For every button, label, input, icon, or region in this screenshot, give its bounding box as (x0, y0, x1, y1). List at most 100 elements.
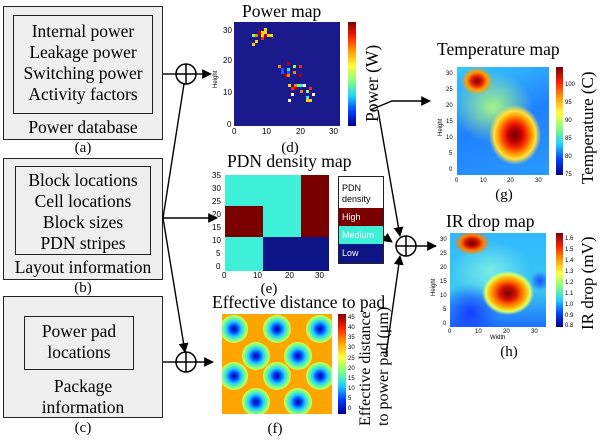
package-caption-line: Package (53, 376, 113, 396)
ir-map-title: IR drop map (446, 211, 535, 231)
power-hotspot-cell (261, 34, 264, 37)
y-tick: 30 (446, 71, 453, 77)
x-tick: 10 (253, 271, 262, 280)
y-tick: 20 (440, 265, 447, 271)
ir-map-xlabel: Width (490, 335, 506, 341)
power-hotspot-cell (258, 31, 261, 34)
y-tick: 15 (440, 279, 447, 285)
y-tick: 30 (212, 184, 221, 193)
y-tick: 5 (216, 249, 221, 258)
power-map-plot (234, 22, 340, 126)
package-caption-line: information (41, 397, 125, 417)
distance-colorbar-label: Effective distance (357, 311, 374, 426)
ir-colorbar-label: IR drop (mV) (578, 236, 597, 330)
colorbar-tick: 100 (565, 82, 576, 88)
distance-map-plot (222, 314, 332, 414)
colorbar-tick: 1.5 (565, 247, 574, 253)
pdn-region-low (263, 237, 329, 271)
power-hotspot-cell (293, 71, 296, 74)
x-tick: 30 (315, 271, 324, 280)
y-tick: 30 (223, 26, 232, 35)
power-database-caption: Power database (28, 117, 138, 137)
y-tick: 15 (212, 223, 221, 232)
power-hotspot-cell (287, 68, 290, 71)
y-tick: 10 (212, 236, 221, 245)
y-tick: 25 (440, 251, 447, 257)
power-map-ylabel: Height (213, 70, 219, 88)
power-hotspot-cell (270, 34, 273, 37)
colorbar-tick: 0.8 (565, 323, 574, 329)
power-pad-blob (222, 362, 248, 390)
power-pad-blob (306, 315, 332, 343)
power-hotspot-cell (261, 31, 264, 34)
power-hotspot-cell (306, 96, 309, 99)
power-hotspot-cell (291, 93, 294, 96)
colorbar-tick: 80 (565, 154, 572, 160)
colorbar-tick: 1.0 (565, 302, 574, 308)
package-item: locations (47, 342, 111, 362)
x-tick: 20 (503, 329, 510, 335)
power-hotspot-cell (267, 34, 270, 37)
colorbar-tick: 5 (348, 396, 352, 402)
power-hotspot-cell (252, 43, 255, 46)
power-hotspot-cell (300, 90, 303, 93)
colorbar-tick: 15 (348, 376, 355, 382)
colorbar-tick: 20 (348, 366, 355, 372)
y-tick: 20 (446, 103, 453, 109)
y-tick: 10 (446, 135, 453, 141)
power-hotspot-cell (288, 84, 291, 87)
sum-node-power (175, 63, 197, 85)
power-hotspot-cell (281, 71, 284, 74)
power-colorbar (348, 22, 356, 126)
power-hotspot-cell (287, 71, 290, 74)
power-hotspot-cell (306, 90, 309, 93)
power-hotspot-cell (281, 68, 284, 71)
colorbar-tick: 90 (565, 118, 572, 124)
distance-map-title: Effective distance to pad (212, 292, 386, 312)
package-information-box: Power pad locations Package information (3, 296, 163, 418)
y-tick: 10 (440, 293, 447, 299)
colorbar-tick: 35 (348, 335, 355, 341)
pdn-legend-high: High (339, 208, 383, 226)
y-tick: 0 (449, 167, 453, 173)
colorbar-tick: 1.6 (565, 236, 574, 242)
ir-map-plot (450, 233, 546, 327)
power-database-box: Internal power Leakage power Switching p… (3, 6, 163, 140)
temperature-colorbar (556, 67, 563, 175)
y-tick: 5 (443, 307, 447, 313)
x-tick: 10 (475, 329, 482, 335)
arrow-line (385, 255, 404, 356)
power-hotspot-cell (291, 87, 294, 90)
y-tick: 20 (212, 210, 221, 219)
y-tick: 0 (227, 120, 232, 129)
colorbar-tick: 0.9 (565, 313, 574, 319)
label-d: (d) (281, 140, 299, 156)
x-tick: 30 (535, 178, 542, 184)
arrow-line (162, 217, 189, 353)
x-tick: 20 (296, 127, 305, 136)
power-hotspot-cell (303, 84, 306, 87)
y-tick: 20 (223, 56, 232, 65)
colorbar-tick: 85 (565, 136, 572, 142)
arrow-line (369, 96, 431, 111)
power-pad-blob (306, 362, 332, 390)
power-item: Leakage power (29, 42, 137, 62)
pdn-map-title: PDN density map (227, 151, 352, 171)
label-c: (c) (74, 420, 92, 436)
label-f: (f) (267, 421, 283, 437)
colorbar-tick: 1.3 (565, 269, 574, 275)
power-hotspot-cell (264, 34, 267, 37)
colorbar-tick: 30 (348, 345, 355, 351)
x-tick: 30 (329, 127, 338, 136)
power-hotspot-cell (288, 99, 291, 102)
y-tick: 25 (212, 197, 221, 206)
colorbar-tick: 25 (348, 356, 355, 362)
colorbar-tick: 95 (565, 100, 572, 106)
power-item: Internal power (31, 21, 135, 41)
power-map-title: Power map (242, 1, 322, 21)
temperature-map-plot (457, 67, 549, 175)
power-hotspot-cell (309, 99, 312, 102)
pdn-legend-low: Low (339, 244, 383, 263)
layout-information-caption: Layout information (14, 257, 152, 277)
